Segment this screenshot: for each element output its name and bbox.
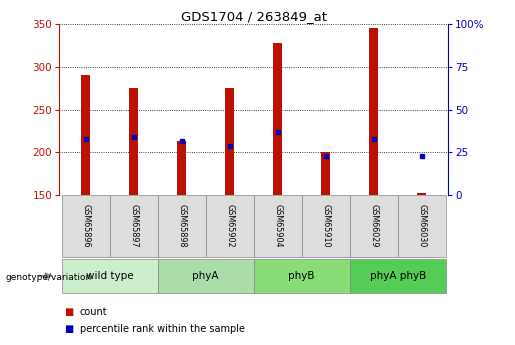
Bar [81, 76, 90, 195]
Bar [62, 195, 110, 257]
Text: percentile rank within the sample: percentile rank within the sample [80, 325, 245, 334]
Bar [302, 195, 350, 257]
Text: GSM65902: GSM65902 [225, 204, 234, 248]
Text: genotype/variation: genotype/variation [5, 273, 91, 282]
Text: ■: ■ [64, 307, 74, 317]
Text: GSM66029: GSM66029 [369, 204, 378, 248]
Bar [253, 195, 302, 257]
Bar [177, 141, 186, 195]
Title: GDS1704 / 263849_at: GDS1704 / 263849_at [181, 10, 327, 23]
Text: phyB: phyB [288, 271, 315, 281]
Bar [321, 152, 330, 195]
Text: wild type: wild type [86, 271, 133, 281]
Text: ■: ■ [64, 325, 74, 334]
Text: GSM65904: GSM65904 [273, 204, 282, 248]
Text: count: count [80, 307, 108, 317]
Text: phyA: phyA [193, 271, 219, 281]
Text: GSM66030: GSM66030 [417, 204, 426, 248]
Text: GSM65898: GSM65898 [177, 204, 186, 248]
Bar [158, 259, 253, 293]
Bar [350, 195, 398, 257]
Bar [205, 195, 253, 257]
Bar [129, 88, 138, 195]
Text: phyA phyB: phyA phyB [370, 271, 426, 281]
Bar [253, 259, 350, 293]
Bar [226, 88, 234, 195]
Text: GSM65897: GSM65897 [129, 204, 138, 248]
Bar [273, 43, 282, 195]
Bar [158, 195, 205, 257]
Text: GSM65896: GSM65896 [81, 204, 90, 248]
Bar [62, 259, 158, 293]
Bar [350, 259, 445, 293]
Bar [369, 28, 378, 195]
Bar [417, 193, 426, 195]
Bar [398, 195, 445, 257]
Bar [110, 195, 158, 257]
Text: GSM65910: GSM65910 [321, 204, 330, 248]
